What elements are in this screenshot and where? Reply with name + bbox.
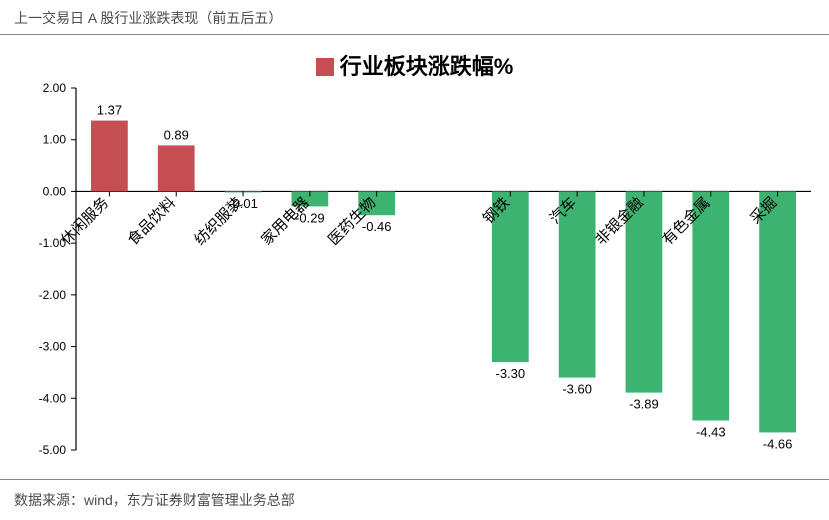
bar-value: -4.43 [696,425,726,440]
bar-value: -3.60 [562,382,592,397]
bar [158,145,195,191]
bar-value: -4.66 [763,436,793,451]
chart-container: 上一交易日 A 股行业涨跌表现（前五后五） 行业板块涨跌幅% -5.00 -4.0… [0,0,829,520]
category-label: 休闲服务 [58,194,112,248]
bar [91,121,128,192]
category-label: 纺织服装 [191,194,245,248]
bar-value: 1.37 [97,103,122,118]
svg-text:-5.00: -5.00 [39,443,67,457]
data-source: 数据来源：wind，东方证券财富管理业务总部 [0,479,829,520]
svg-text:-3.00: -3.00 [39,340,67,354]
bar-value: -0.46 [362,219,392,234]
svg-text:2.00: 2.00 [43,81,67,95]
bar-value: -3.89 [629,397,659,412]
category-label: 食品饮料 [125,194,179,248]
bar-value: -3.30 [495,366,525,381]
legend-swatch [316,58,334,76]
bar-chart: -5.00-4.00-3.00-2.00-1.000.001.002.001.3… [0,80,829,470]
svg-text:0.00: 0.00 [43,184,67,198]
bar [692,191,729,420]
page-title: 上一交易日 A 股行业涨跌表现（前五后五） [0,0,829,35]
bar [759,191,796,432]
svg-text:-4.00: -4.00 [39,391,67,405]
bar-value: 0.89 [164,127,189,142]
legend: 行业板块涨跌幅% [0,49,829,81]
svg-text:1.00: 1.00 [43,133,67,147]
legend-label: 行业板块涨跌幅% [340,54,514,79]
svg-text:-2.00: -2.00 [39,288,67,302]
